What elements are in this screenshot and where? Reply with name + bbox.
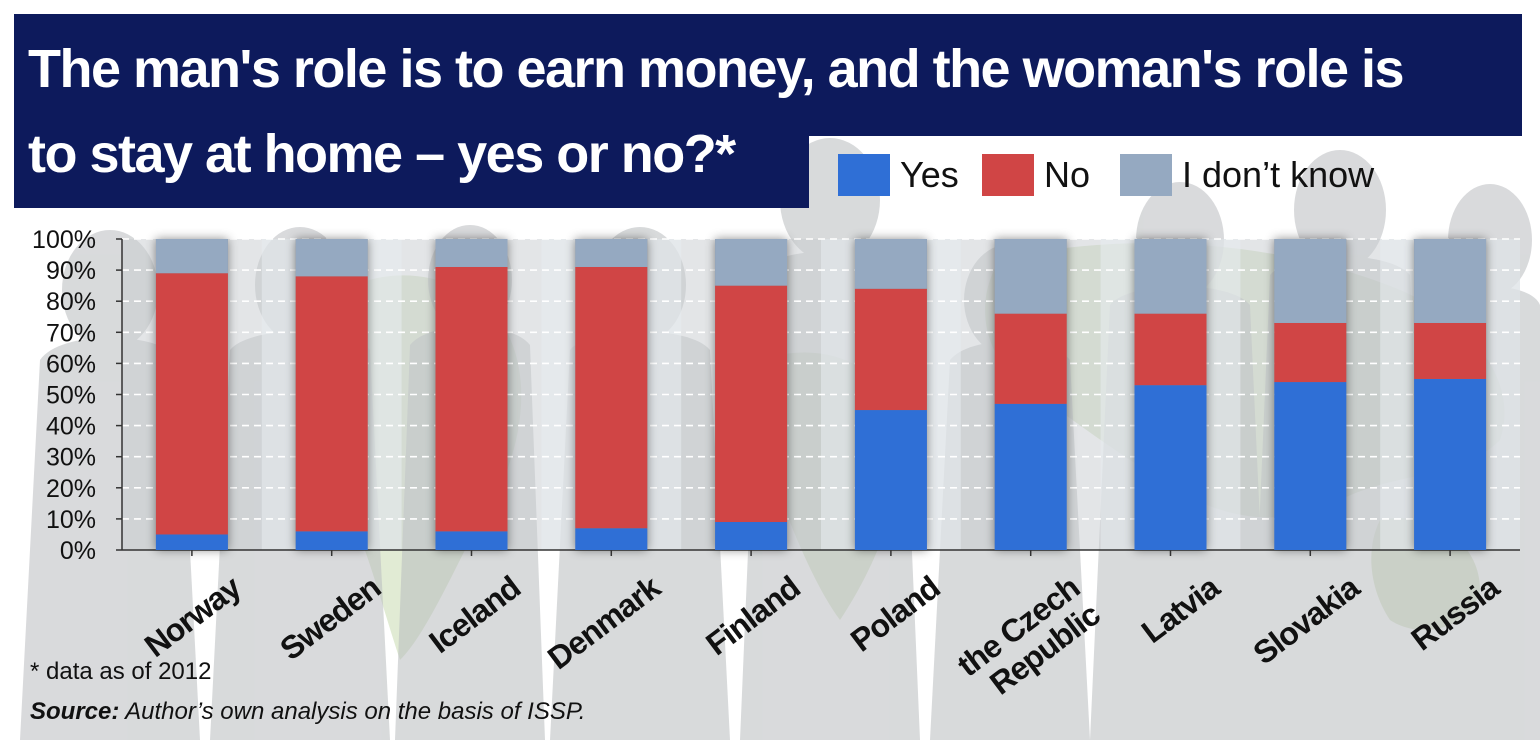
legend-swatch-dont-know [1120,154,1172,196]
x-tick-label-text: Iceland [422,569,526,660]
bar-segment-dont-know [1274,239,1347,323]
x-tick-label-text: Finland [699,569,806,662]
bar-segment-dont-know [1414,239,1487,323]
bar-segment-yes [1134,385,1207,550]
x-tick-label-text: Latvia [1135,568,1227,650]
y-tick-label: 40% [46,413,96,441]
x-tick-label-text: Poland [844,569,946,658]
bar-segment-yes [715,522,788,550]
bar-segment-dont-know [575,239,648,267]
bar-segment-yes [155,534,228,550]
y-tick-label: 80% [46,288,96,316]
x-tick-label: Denmark [541,568,667,676]
x-tick-label: Russia [1404,568,1506,657]
x-tick-label: Norway [138,568,248,663]
bar-segment-yes [575,528,648,550]
bar-segment-dont-know [295,239,368,277]
x-tick-label-text: Denmark [541,568,667,676]
x-tick-label: Slovakia [1246,568,1366,671]
bar-segment-dont-know [994,239,1067,314]
bar-segment-yes [1414,378,1487,550]
bar-segment-dont-know [854,239,927,289]
x-tick-label-text: Slovakia [1246,568,1366,671]
x-tick-label: Iceland [422,569,526,660]
bar-segment-no [1274,322,1347,383]
x-tick-label: Sweden [273,569,386,667]
legend-label-no: No [1044,154,1091,195]
source-text: Author’s own analysis on the basis of IS… [119,698,586,725]
bar-segment-no [1134,313,1207,386]
legend-item-no: No [982,154,1090,196]
bar-segment-no [715,285,788,523]
legend-label-dont-know: I don’t know [1182,154,1375,195]
title-banner [14,14,1522,136]
source-label: Source: [30,698,120,725]
legend-swatch-yes [838,154,890,196]
y-tick-label: 90% [46,257,96,285]
legend-item-yes: Yes [838,154,959,196]
bar-segment-dont-know [155,239,228,274]
chart-title-line-1: The man's role is to earn money, and the… [28,39,1405,99]
x-tick-label: Finland [699,569,806,662]
x-tick-label: Poland [844,569,946,658]
bar-segment-yes [994,403,1067,550]
x-tick-label: Latvia [1135,568,1227,650]
footnote-source: Source: Author’s own analysis on the bas… [30,698,585,726]
bar-segment-no [854,288,927,411]
legend-item-dont-know: I don’t know [1120,154,1374,196]
y-tick-label: 50% [46,382,96,410]
bar-segment-yes [1274,382,1347,550]
x-tick-label-text: Norway [138,568,248,663]
x-tick-label-text: Russia [1404,568,1506,657]
y-tick-label: 0% [60,537,96,565]
bar-segment-dont-know [1134,239,1207,314]
bar-segment-no [435,266,508,532]
y-tick-label: 30% [46,444,96,472]
bar-segment-yes [435,531,508,550]
bar-segment-no [1414,322,1487,379]
bar-segment-no [155,273,228,535]
y-tick-label: 60% [46,350,96,378]
bar-segment-yes [854,410,927,550]
bar-segment-no [994,313,1067,404]
y-tick-label: 20% [46,475,96,503]
bar-segment-no [575,266,648,529]
bar-segment-yes [295,531,368,550]
x-tick-label-text: Sweden [273,569,386,667]
y-tick-label: 100% [32,226,96,254]
y-tick-label: 70% [46,319,96,347]
footnote-data-date: * data as of 2012 [30,658,212,685]
bar-segment-dont-know [435,239,508,267]
y-tick-label: 10% [46,506,96,534]
legend-swatch-no [982,154,1034,196]
chart-title-line-2: to stay at home – yes or no?* [28,124,736,184]
bar-segment-no [295,276,368,532]
title-banner-lower [14,130,809,208]
bar-segment-dont-know [715,239,788,286]
legend-label-yes: Yes [900,154,959,195]
